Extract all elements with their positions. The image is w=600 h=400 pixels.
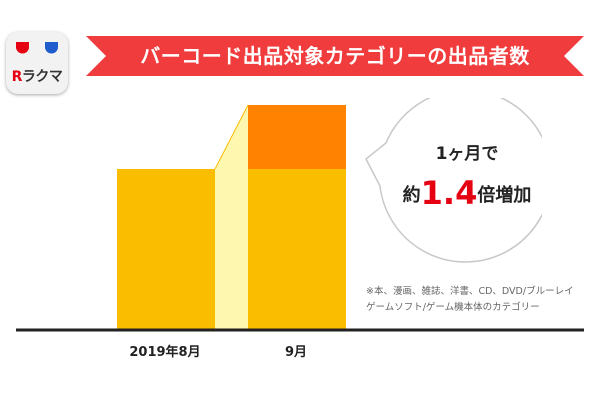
banner-title: バーコード出品対象カテゴリーの出品者数 — [140, 44, 530, 68]
note-line1: ※本、漫画、雑誌、洋書、CD、DVD/ブルーレイ — [366, 286, 574, 297]
category-note: ※本、漫画、雑誌、洋書、CD、DVD/ブルーレイ ゲームソフト/ゲーム機本体のカ… — [366, 284, 596, 316]
badge-red-shape — [16, 42, 29, 54]
bar-connector-edge — [214, 104, 249, 170]
chart-plot-area — [117, 104, 346, 329]
bar-base-segment — [248, 169, 346, 329]
logo-r-letter: R — [11, 69, 23, 85]
bar-increase-segment — [248, 105, 346, 169]
callout-suffix: 倍増加 — [477, 185, 532, 206]
badge-blue-shape — [45, 42, 58, 54]
rakuma-app-logo: Rラクマ — [6, 32, 68, 94]
logo-name: ラクマ — [21, 69, 63, 85]
note-line2: ゲームソフト/ゲーム機本体のカテゴリー — [366, 302, 540, 313]
bar-base-segment — [117, 169, 215, 329]
logo-wordmark: Rラクマ — [6, 66, 68, 86]
callout-line2: 約1.4倍増加 — [392, 176, 542, 213]
callout-text: 1ヶ月で 約1.4倍増加 — [392, 142, 542, 213]
callout-bubble — [365, 98, 542, 263]
speech-bubble-shape — [365, 98, 542, 263]
x-tick-label: 2019年8月 — [129, 344, 200, 360]
callout-line1: 1ヶ月で — [435, 144, 499, 164]
x-tick-label: 9月 — [285, 345, 307, 360]
bar-connector — [215, 105, 248, 329]
badge-icon — [16, 42, 58, 54]
callout-prefix: 約 — [402, 185, 421, 206]
title-banner — [86, 36, 584, 76]
callout-value: 1.4 — [420, 174, 478, 212]
